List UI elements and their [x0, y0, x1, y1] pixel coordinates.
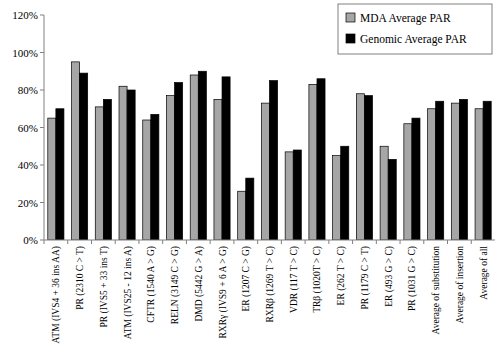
y-tick — [40, 165, 44, 166]
legend-label: MDA Average PAR — [360, 12, 451, 25]
bar — [103, 99, 111, 240]
x-tick — [186, 240, 187, 244]
bar — [214, 99, 222, 240]
x-tick-label: Average of insertion — [455, 246, 465, 324]
x-tick-label: TRβ (1020T > C) — [312, 246, 323, 313]
bar — [190, 75, 198, 240]
y-tick — [40, 127, 44, 128]
x-tick-label: ER (493 G > C) — [384, 246, 395, 307]
bar — [166, 96, 174, 240]
x-tick — [115, 240, 116, 244]
x-tick — [67, 240, 68, 244]
x-tick — [305, 240, 306, 244]
bar — [198, 71, 206, 240]
bar — [380, 146, 388, 240]
legend-swatch — [346, 13, 355, 22]
bar — [151, 114, 159, 240]
bar — [451, 103, 459, 240]
bar — [317, 79, 325, 240]
x-tick — [447, 240, 448, 244]
bar — [119, 86, 127, 240]
bar — [388, 159, 396, 240]
bar — [95, 107, 103, 240]
x-tick-label: ATM (IVS25 - 12 ins A) — [123, 246, 134, 339]
bar — [285, 152, 293, 240]
x-tick-label: ER (1207 C > G) — [241, 246, 252, 312]
bar — [356, 94, 364, 240]
bar — [483, 101, 491, 240]
bar — [175, 83, 183, 241]
legend-swatch — [346, 34, 355, 43]
x-tick — [162, 240, 163, 244]
x-tick-label: PR (1031 G > C) — [407, 246, 418, 311]
bar — [341, 146, 349, 240]
y-tick-label: 120% — [12, 9, 38, 21]
y-tick-label: 0% — [23, 234, 38, 246]
x-tick — [328, 240, 329, 244]
x-tick — [138, 240, 139, 244]
x-tick-label: PR (1179 C > T) — [360, 246, 371, 309]
bar — [475, 109, 483, 240]
x-tick — [44, 240, 45, 244]
y-tick — [40, 240, 44, 241]
legend-label: Genomic Average PAR — [360, 33, 467, 46]
y-tick-label: 40% — [18, 159, 38, 171]
bar — [270, 81, 278, 240]
bar — [309, 84, 317, 240]
x-tick — [423, 240, 424, 244]
y-tick — [40, 90, 44, 91]
bar — [261, 103, 269, 240]
bar — [80, 73, 88, 240]
bar — [246, 178, 254, 240]
bar — [143, 120, 151, 240]
bars — [48, 62, 491, 240]
bar — [364, 96, 372, 240]
x-tick-label: ATM (IVS4 + 36 ins AA) — [51, 246, 62, 343]
bar — [127, 90, 135, 240]
x-tick — [376, 240, 377, 244]
x-axis — [44, 240, 495, 241]
x-tick-label: RXRγ (IVS9 + 6 A > G) — [218, 246, 229, 339]
x-tick — [257, 240, 258, 244]
y-tick — [40, 15, 44, 16]
x-tick-label: CFTR (1540 A > G) — [146, 246, 157, 323]
x-tick-label: RELN (3149 C > G) — [170, 246, 181, 324]
bar — [333, 156, 341, 240]
x-tick-label: PR (IVS5 + 33 ins T) — [99, 246, 110, 327]
legend-box — [338, 4, 492, 54]
x-tick — [352, 240, 353, 244]
bar — [238, 191, 246, 240]
bar — [459, 99, 467, 240]
x-tick-label: RXRβ (1269 T > C) — [265, 246, 276, 323]
x-tick — [400, 240, 401, 244]
y-tick-label: 20% — [18, 197, 38, 209]
x-tick-label: Average of substitution — [431, 246, 441, 335]
y-tick-label: 100% — [12, 47, 38, 59]
bar — [293, 150, 301, 240]
bar — [222, 77, 230, 240]
x-tick — [281, 240, 282, 244]
bar — [72, 62, 80, 240]
y-tick-label: 60% — [18, 122, 38, 134]
x-tick — [471, 240, 472, 244]
chart: 0% 20% 40% 60% 80% 100% 120% ATM (IVS4 + 36 ins… — [0, 0, 500, 362]
x-tick-label: VDR (117 T > C) — [289, 246, 300, 313]
bar — [56, 109, 64, 240]
x-tick-label: PR (2310 C > T) — [75, 246, 86, 310]
x-tick — [91, 240, 92, 244]
bar — [404, 124, 412, 240]
x-tick-label: ER (262 T > C) — [336, 246, 347, 305]
bar — [428, 109, 436, 240]
y-tick — [40, 52, 44, 53]
y-tick — [40, 202, 44, 203]
x-tick — [210, 240, 211, 244]
bar — [48, 118, 56, 240]
y-tick-label: 80% — [18, 84, 38, 96]
x-tick-label: DMD (5442 G > A) — [194, 246, 205, 322]
x-tick-label: Average of all — [479, 246, 489, 300]
bar — [436, 101, 444, 240]
bar — [412, 118, 420, 240]
x-tick — [233, 240, 234, 244]
